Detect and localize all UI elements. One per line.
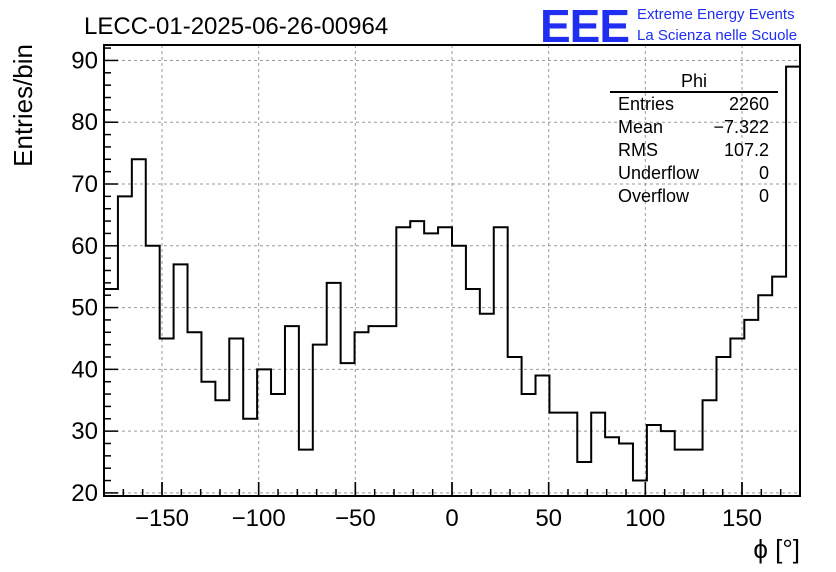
stats-label: Mean: [618, 117, 663, 137]
x-axis-label: ϕ [°]: [753, 534, 800, 564]
x-tick-label: −50: [335, 505, 376, 532]
stats-box: Phi Entries 2260 Mean −7.322 RMS 107.2 Underfl…: [610, 71, 778, 206]
y-tick-label: 30: [71, 418, 98, 445]
x-tick-label: 150: [722, 505, 762, 532]
y-tick-label: 40: [71, 356, 98, 383]
x-tick-label: −100: [232, 505, 286, 532]
axis-ticks: [104, 47, 782, 496]
x-tick-label: 100: [625, 505, 665, 532]
y-tick-label: 70: [71, 171, 98, 198]
axis-tick-labels: −150 −100 −50 0 50 100 150 20 30 40 50 60 70 80 90: [71, 47, 762, 532]
eee-logo: EEE: [540, 0, 629, 52]
histogram-step-line: [104, 65, 800, 482]
stats-value: 0: [759, 163, 769, 183]
stats-label: Underflow: [618, 163, 700, 183]
stats-value: 0: [759, 186, 769, 206]
stats-rows: Entries 2260 Mean −7.322 RMS 107.2 Underflow 0 O…: [618, 94, 769, 206]
x-tick-label: 50: [535, 505, 562, 532]
run-title: LECC-01-2025-06-26-00964: [84, 13, 388, 40]
y-axis-label: Entries/bin: [8, 44, 38, 167]
y-tick-label: 20: [71, 480, 98, 507]
x-tick-label: −150: [135, 505, 189, 532]
stats-value: 2260: [729, 94, 769, 114]
y-tick-label: 50: [71, 295, 98, 322]
stats-label: Overflow: [618, 186, 690, 206]
stats-title: Phi: [681, 71, 707, 91]
brand-line-1: Extreme Energy Events: [637, 6, 795, 23]
stats-label: RMS: [618, 140, 658, 160]
y-tick-label: 60: [71, 233, 98, 260]
y-tick-label: 90: [71, 47, 98, 74]
x-tick-label: 0: [445, 505, 458, 532]
grid-lines: [104, 45, 800, 496]
stats-value: −7.322: [713, 117, 769, 137]
y-tick-label: 80: [71, 109, 98, 136]
brand-line-2: La Scienza nelle Scuole: [637, 27, 797, 44]
stats-label: Entries: [618, 94, 674, 114]
stats-value: 107.2: [724, 140, 769, 160]
